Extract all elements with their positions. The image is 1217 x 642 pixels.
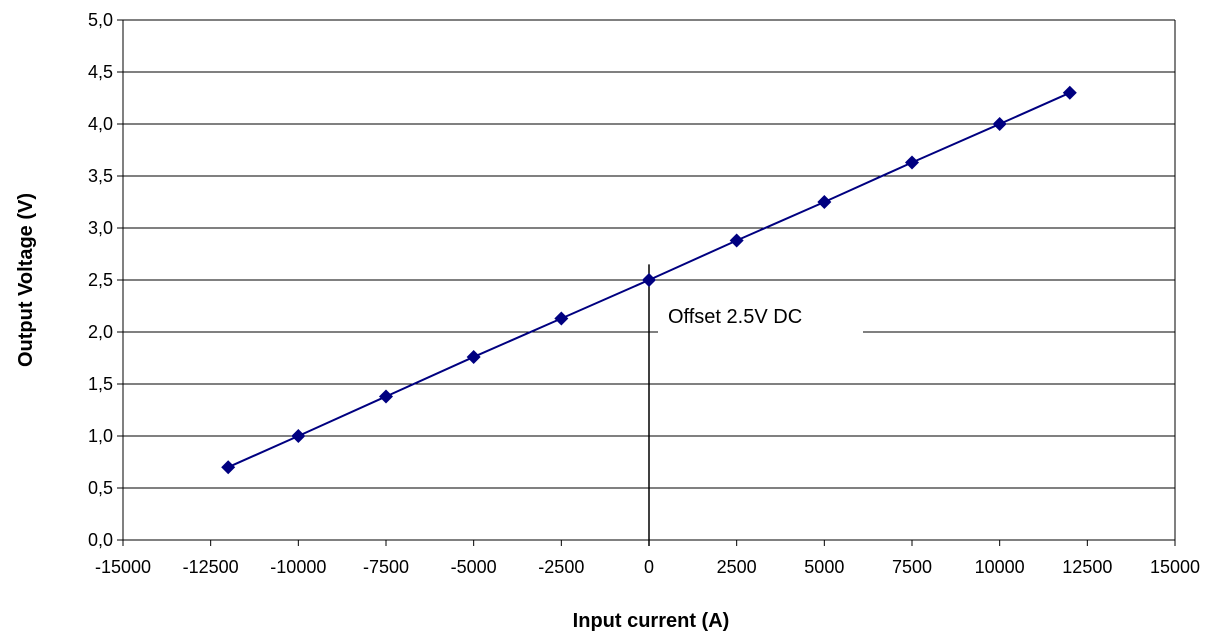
data-point-marker [642, 273, 656, 287]
x-tick-label: 12500 [1062, 557, 1112, 577]
data-point-marker [466, 349, 481, 364]
x-tick-label: 5000 [804, 557, 844, 577]
data-point-marker [905, 155, 919, 170]
y-tick-label: 1,5 [88, 374, 113, 394]
x-tick-label: 0 [644, 557, 654, 577]
x-tick-label: -15000 [95, 557, 151, 577]
data-point-marker [817, 195, 832, 209]
x-tick-label: 7500 [892, 557, 932, 577]
y-tick-label: 1,0 [88, 426, 113, 446]
annotation-label: Offset 2.5V DC [668, 306, 802, 328]
data-point-marker [221, 460, 236, 475]
series [221, 85, 1077, 475]
tick-labels: 0,0 0,5 1,0 1,5 2,0 2,5 3,0 3,5 4,0 4,5 5,0 -15000 -… [88, 10, 1200, 577]
y-tick-label: 5,0 [88, 10, 113, 30]
annotation-background [658, 318, 863, 346]
y-tick-label: 3,0 [88, 218, 113, 238]
x-tick-label: -7500 [363, 557, 409, 577]
axes [117, 19, 1176, 546]
data-point-marker [729, 233, 744, 248]
x-tick-label: 15000 [1150, 557, 1200, 577]
data-point-marker [554, 311, 569, 326]
data-point-marker [992, 117, 1007, 131]
y-tick-label: 0,5 [88, 478, 113, 498]
x-tick-label: -12500 [183, 557, 239, 577]
x-tick-label: -5000 [451, 557, 497, 577]
y-tick-label: 2,0 [88, 322, 113, 342]
x-tick-label: 2500 [717, 557, 757, 577]
y-tick-label: 2,5 [88, 270, 113, 290]
y-tick-label: 4,5 [88, 62, 113, 82]
y-tick-label: 3,5 [88, 166, 113, 186]
y-tick-label: 0,0 [88, 530, 113, 550]
x-tick-label: 10000 [975, 557, 1025, 577]
x-tick-label: -10000 [270, 557, 326, 577]
x-axis-title: Input current (A) [573, 610, 730, 632]
y-axis-title: Output Voltage (V) [15, 193, 37, 367]
y-tick-label: 4,0 [88, 114, 113, 134]
annotation-group: Offset 2.5V DC [648, 264, 863, 546]
data-point-marker [379, 389, 393, 404]
data-point-marker [1062, 85, 1077, 100]
x-tick-label: -2500 [538, 557, 584, 577]
data-point-marker [291, 429, 306, 443]
